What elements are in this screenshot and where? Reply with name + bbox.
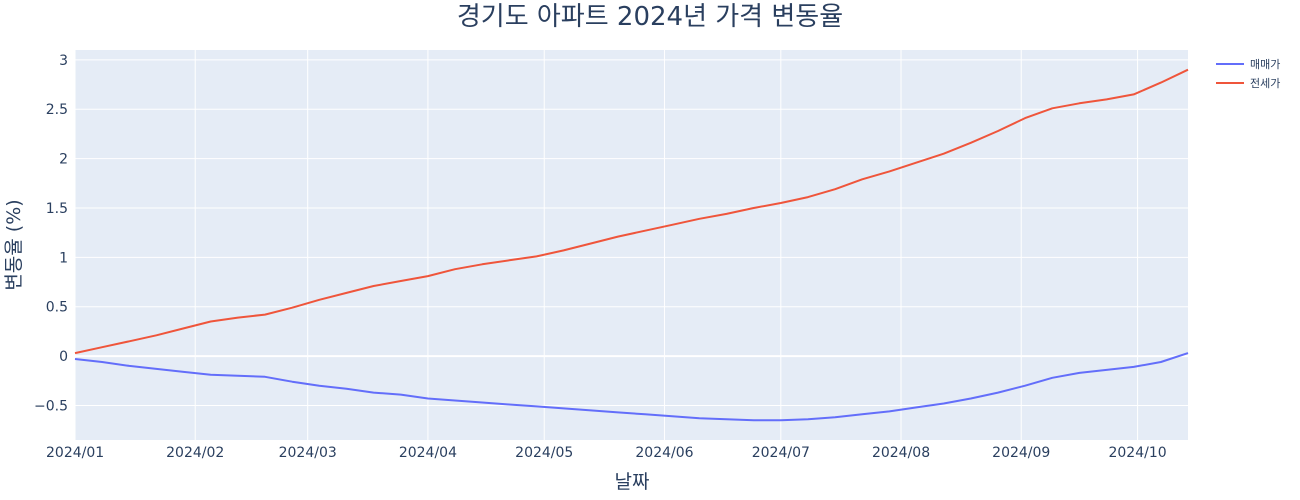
legend-label-1[interactable]: 매매가 [1250, 58, 1280, 71]
y-tick-label: 2 [59, 152, 68, 168]
x-tick-label: 2024/01 [46, 445, 104, 461]
y-tick-label: 1 [59, 250, 68, 266]
x-tick-label: 2024/06 [635, 445, 693, 461]
y-tick-labels: −0.5 0 0.5 1 1.5 2 2.5 3 [34, 53, 68, 415]
x-tick-label: 2024/10 [1108, 445, 1166, 461]
legend-label-2[interactable]: 전세가 [1250, 77, 1280, 90]
y-tick-label: 2.5 [46, 102, 68, 118]
x-tick-label: 2024/02 [166, 445, 224, 461]
y-tick-label: −0.5 [34, 398, 68, 414]
x-tick-label: 2024/04 [399, 445, 457, 461]
series-line-1 [74, 352, 1189, 422]
y-axis-title: 변동율 (%) [3, 199, 25, 290]
x-axis-title: 날짜 [615, 471, 650, 493]
y-tick-label: 0 [59, 349, 68, 365]
grid-lines [74, 50, 1188, 440]
y-tick-label: 3 [59, 53, 68, 69]
y-tick-label: 0.5 [46, 300, 68, 316]
series-line-2 [74, 68, 1189, 355]
x-tick-label: 2024/09 [992, 445, 1050, 461]
x-tick-labels: 2024/01 2024/02 2024/03 2024/04 2024/05 2024/… [46, 445, 1167, 461]
chart-title: 경기도 아파트 2024년 가격 변동율 [457, 2, 843, 32]
x-tick-label: 2024/07 [752, 445, 810, 461]
x-tick-label: 2024/05 [515, 445, 573, 461]
y-tick-label: 1.5 [46, 201, 68, 217]
x-tick-label: 2024/03 [279, 445, 337, 461]
plot-background [75, 50, 1188, 440]
series-lines [74, 68, 1189, 422]
x-tick-label: 2024/08 [872, 445, 930, 461]
